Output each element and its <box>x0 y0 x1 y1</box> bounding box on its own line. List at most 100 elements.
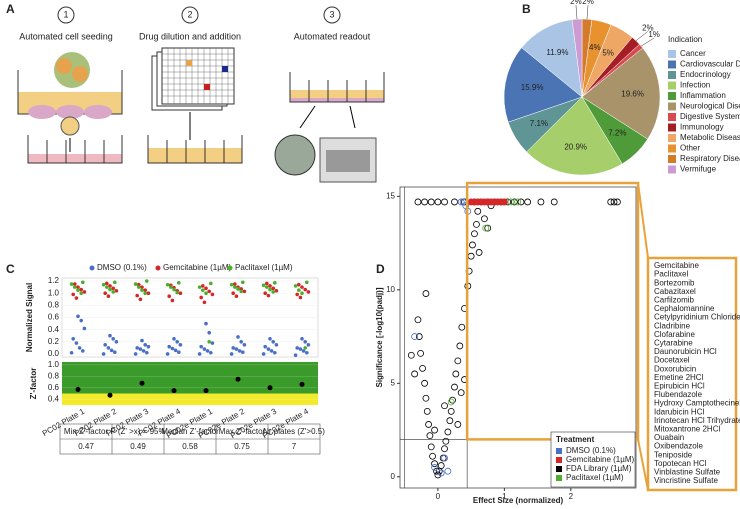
data-point <box>177 281 181 285</box>
x-axis-label: Effect Size (normalized) <box>473 496 564 505</box>
data-point <box>145 279 149 283</box>
legend-label: Endocrinology <box>680 70 731 79</box>
data-point <box>204 321 208 326</box>
hit-drug: Cephalomannine <box>654 304 715 313</box>
data-point <box>268 284 272 288</box>
data-point <box>178 343 183 347</box>
data-point <box>76 288 80 292</box>
hit-drug: Topotecan HCl <box>654 459 707 468</box>
data-point <box>429 452 436 460</box>
data-point <box>143 288 147 292</box>
legend-swatch <box>668 113 676 121</box>
legend-swatch <box>668 165 676 174</box>
data-point <box>103 291 107 295</box>
data-point <box>444 428 452 436</box>
y-tick-label: 1.0 <box>48 288 60 297</box>
hit-drug: Bortezomib <box>654 278 695 287</box>
data-point <box>171 388 177 394</box>
data-point <box>295 292 300 297</box>
data-point <box>306 290 311 294</box>
data-point <box>427 198 435 206</box>
step-circle <box>57 6 75 24</box>
data-point <box>447 398 455 406</box>
data-point <box>293 284 298 288</box>
data-point <box>426 432 434 440</box>
data-point <box>237 349 242 353</box>
hit-drug: Daunorubicin HCl <box>654 347 717 356</box>
data-point <box>113 280 117 285</box>
data-point <box>69 282 74 286</box>
data-point <box>201 288 205 292</box>
y-tick-label: 0.8 <box>48 371 60 380</box>
data-point <box>233 282 237 286</box>
pass-band <box>62 362 318 394</box>
data-point <box>210 341 215 345</box>
data-point <box>298 295 303 300</box>
data-point <box>109 348 114 353</box>
data-point <box>269 349 274 353</box>
data-point <box>74 296 79 300</box>
data-point <box>274 288 279 293</box>
connector <box>637 439 649 491</box>
data-point <box>295 346 300 350</box>
data-point <box>106 294 111 299</box>
data-point <box>236 287 240 291</box>
legend-swatch <box>668 81 676 90</box>
legend-swatch <box>668 60 676 69</box>
legend-marker <box>227 265 233 271</box>
data-point <box>111 336 115 341</box>
hit-drug: Idarubicin HCl <box>654 407 704 416</box>
cell <box>84 105 112 119</box>
legend-label: DMSO (0.1%) <box>97 263 147 272</box>
data-point <box>204 291 208 295</box>
legend-label: Digestive System Disease <box>680 112 740 121</box>
data-point <box>434 471 442 479</box>
cell <box>56 105 84 119</box>
y-tick-label: 0.6 <box>48 383 60 392</box>
data-point <box>108 333 112 338</box>
data-point <box>267 385 273 391</box>
data-point <box>140 338 144 343</box>
y-tick-label: 1.2 <box>48 276 60 285</box>
hit-drug: Paclitaxel <box>654 270 688 279</box>
legend-label: DMSO (0.1%) <box>566 446 616 455</box>
y-tick-label: 15 <box>386 191 395 200</box>
panel-label: A <box>6 2 15 16</box>
hit-drug: Gemcitabine <box>654 261 699 270</box>
data-point <box>105 281 109 286</box>
data-point <box>303 287 308 292</box>
data-point <box>431 460 438 468</box>
data-point <box>273 281 277 285</box>
legend-label: Immunology <box>680 123 724 132</box>
data-point <box>437 462 445 469</box>
x-tick-label: 1 <box>502 492 507 501</box>
hit-drug: Clofarabine <box>654 330 695 339</box>
plate <box>148 148 242 163</box>
legend-swatch <box>668 71 676 79</box>
data-point <box>167 294 171 299</box>
legend-swatch <box>668 92 676 100</box>
slice-label: 11.9% <box>546 48 568 57</box>
legend-label: Cancer <box>680 49 706 58</box>
data-point <box>75 387 81 393</box>
reader <box>326 150 370 172</box>
pie-slice <box>581 47 661 140</box>
data-point <box>239 289 243 294</box>
data-point <box>550 198 558 206</box>
step-label: Automated cell seeding <box>19 31 113 41</box>
data-point <box>210 292 215 297</box>
slice-label: 5% <box>602 49 614 58</box>
legend-swatch <box>668 102 676 111</box>
data-point <box>231 291 235 295</box>
data-point <box>422 394 430 402</box>
data-point <box>407 351 415 359</box>
slice-label: 15.9% <box>521 83 544 92</box>
hit-drug: Cabazitaxel <box>654 287 696 296</box>
data-point <box>133 282 138 286</box>
plate-outline <box>147 135 243 164</box>
data-point <box>431 426 438 434</box>
table-cell: 0.47 <box>78 442 94 451</box>
data-point <box>133 352 138 356</box>
slice-label: 1% <box>648 30 660 39</box>
data-point <box>507 198 515 206</box>
